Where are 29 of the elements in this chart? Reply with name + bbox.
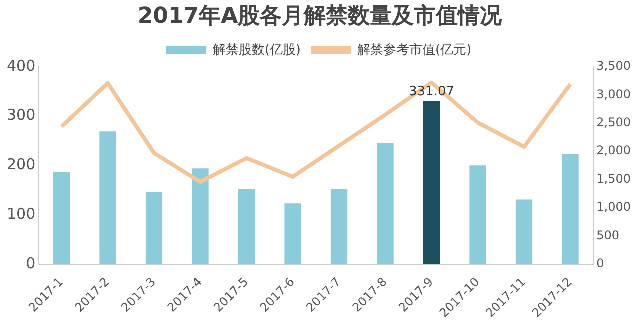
legend-label: 解禁股数(亿股) (212, 42, 302, 58)
y2-tick-label: 500 (596, 228, 620, 242)
bar (377, 143, 394, 264)
bar (100, 132, 116, 264)
y2-tick-label: 1,500 (596, 172, 632, 186)
y2-tick-label: 2,000 (596, 144, 632, 158)
bar (562, 154, 579, 264)
bar (53, 172, 70, 264)
y2-tick-label: 0 (596, 256, 604, 270)
y-tick-label: 100 (6, 204, 36, 223)
bar (284, 204, 302, 264)
bar (516, 200, 533, 264)
bar (470, 166, 486, 264)
bar (192, 168, 209, 264)
y2-tick-label: 3,000 (596, 87, 632, 102)
y-tick-label: 200 (6, 156, 36, 174)
bar (146, 192, 163, 264)
bar (238, 189, 256, 264)
y-tick-label: 0 (26, 254, 36, 272)
y-tick-label: 300 (6, 106, 36, 124)
data-label: 331.07 (409, 84, 455, 100)
chart-title: 2017年A股各月解禁数量及市值情况 (136, 2, 504, 31)
bar (330, 189, 348, 264)
y2-tick-label: 1,000 (596, 200, 632, 214)
y2-tick-label: 3,500 (596, 59, 632, 74)
bar (423, 101, 440, 264)
legend-label: 解禁参考市值(亿元) (358, 42, 472, 58)
y-tick-label: 400 (6, 56, 36, 75)
y2-tick-label: 2,500 (596, 116, 632, 130)
